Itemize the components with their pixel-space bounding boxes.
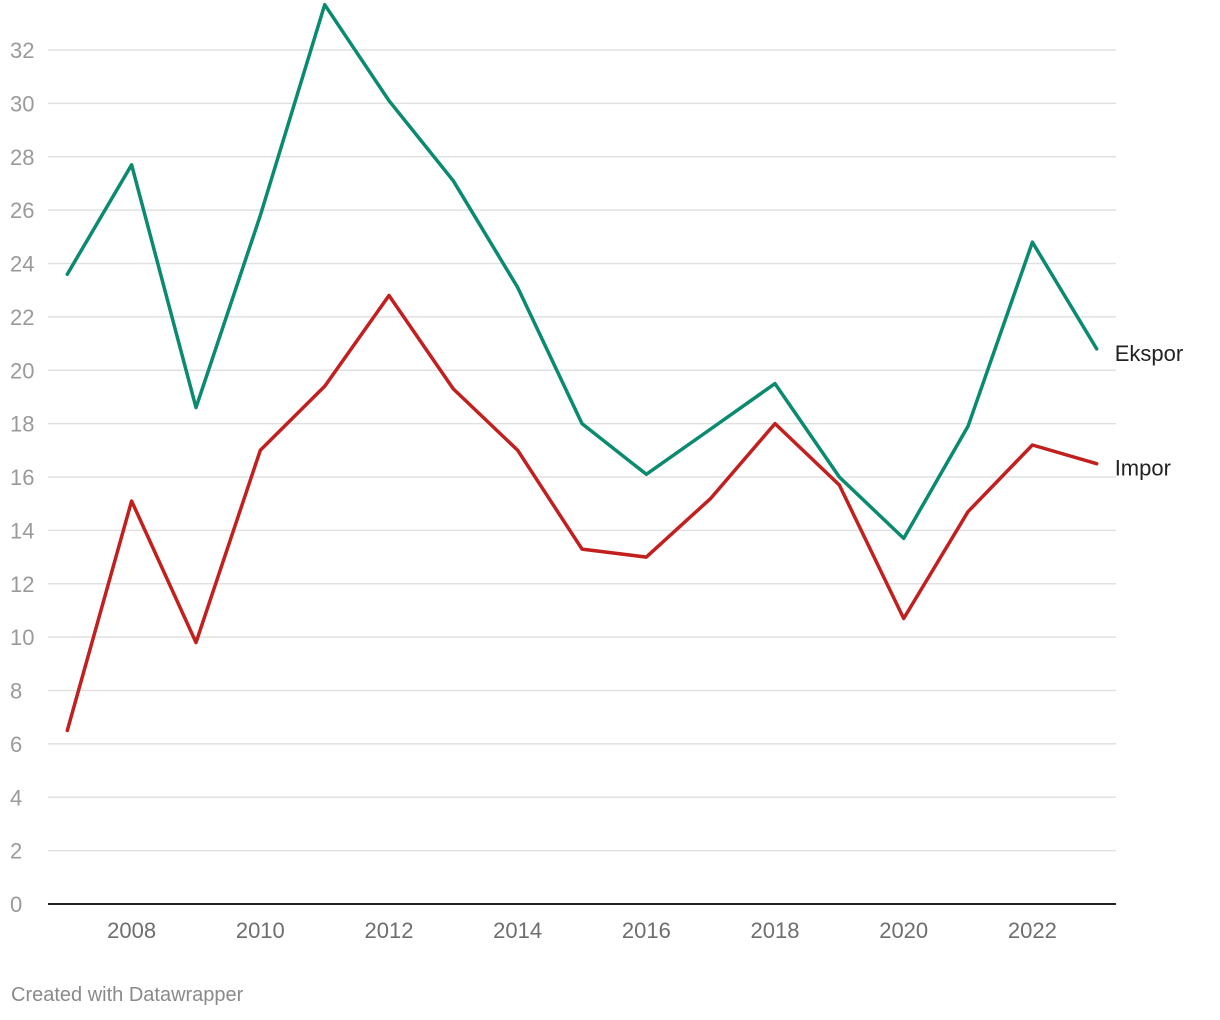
x-tick-label: 2016: [622, 918, 671, 943]
y-tick-label: 0: [10, 892, 22, 917]
series-line-impor: [65, 293, 1099, 733]
x-tick-label: 2012: [365, 918, 414, 943]
y-tick-label: 8: [10, 679, 22, 704]
x-tick-label: 2022: [1008, 918, 1057, 943]
y-tick-label: 26: [10, 198, 34, 223]
y-tick-label: 28: [10, 145, 34, 170]
series-line-ekspor: [65, 2, 1099, 541]
x-tick-label: 2008: [107, 918, 156, 943]
y-tick-label: 16: [10, 465, 34, 490]
y-tick-label: 10: [10, 625, 34, 650]
y-tick-label: 12: [10, 572, 34, 597]
y-tick-label: 32: [10, 38, 34, 63]
y-tick-label: 22: [10, 305, 34, 330]
y-tick-label: 18: [10, 412, 34, 437]
series-label-ekspor: Ekspor: [1115, 341, 1183, 366]
footer-credit[interactable]: Created with Datawrapper: [11, 984, 244, 1006]
y-tick-label: 14: [10, 518, 34, 543]
x-axis-ticks: 2008 2010 2012 2014 2016 2018 2020 2022: [107, 918, 1057, 943]
y-tick-label: 20: [10, 358, 34, 383]
x-tick-label: 2014: [493, 918, 542, 943]
y-tick-label: 30: [10, 91, 34, 116]
x-tick-label: 2020: [879, 918, 928, 943]
y-tick-label: 6: [10, 732, 22, 757]
series-label-impor: Impor: [1115, 456, 1171, 481]
y-tick-label: 2: [10, 839, 22, 864]
series-labels: Ekspor Impor: [1115, 341, 1183, 481]
x-tick-label: 2010: [236, 918, 285, 943]
x-tick-label: 2018: [751, 918, 800, 943]
series-lines: [65, 2, 1099, 733]
y-tick-label: 4: [10, 785, 22, 810]
y-tick-label: 24: [10, 252, 34, 277]
